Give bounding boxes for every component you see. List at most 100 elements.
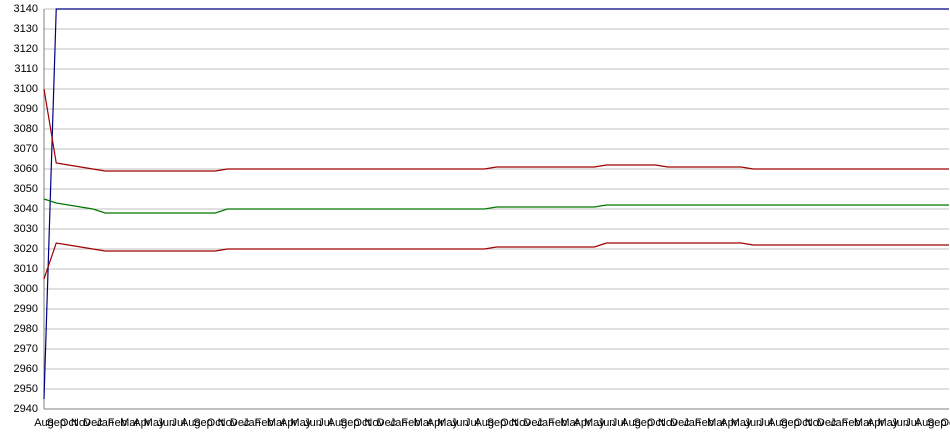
x-tick-label: Feb [695,417,714,429]
x-tick-label: May [290,417,311,429]
x-tick-label: Dec [523,417,543,429]
y-tick-label: 2940 [14,403,38,415]
y-tick-label: 3130 [14,23,38,35]
x-tick-label: Aug [915,417,935,429]
x-tick-label: Aug [621,417,641,429]
x-tick-label: Mar [267,417,286,429]
x-tick-label: Oct [60,417,77,429]
y-tick-label: 3000 [14,283,38,295]
series-line [43,8,949,400]
x-tick-label: Sep [193,417,213,429]
y-tick-label: 3070 [14,143,38,155]
x-tick-label: Nov [364,417,384,429]
y-tick-label: 3110 [14,63,38,75]
x-tick-label: Jun [157,417,175,429]
y-tick-label: 2970 [14,343,38,355]
y-tick-label: 3090 [14,103,38,115]
x-tick-label: Feb [255,417,274,429]
x-tick-label: Jul [612,417,626,429]
x-tick-label: Dec [230,417,250,429]
y-tick-label: 3010 [14,263,38,275]
x-tick-label: Nov [511,417,531,429]
x-tick-label: Dec [670,417,690,429]
x-tick-label: Feb [842,417,861,429]
x-tick-label: Jul [465,417,479,429]
y-tick-label: 3120 [14,43,38,55]
x-tick-label: Jun [891,417,909,429]
x-tick-label: Sep [633,417,653,429]
x-tick-label: Sep [487,417,507,429]
x-tick-label: Jan [830,417,848,429]
y-tick-label: 3020 [14,243,38,255]
x-tick-label: Jun [744,417,762,429]
x-tick-label: Sep [340,417,360,429]
y-tick-label: 3040 [14,203,38,215]
y-tick-label: 3080 [14,123,38,135]
x-tick-label: Oct [353,417,370,429]
x-tick-label: Mar [414,417,433,429]
x-tick-label: Sep [46,417,66,429]
y-tick-label: 2990 [14,303,38,315]
x-tick-label: Mar [560,417,579,429]
x-tick-label: Mar [854,417,873,429]
x-tick-label: Dec [83,417,103,429]
x-tick-label: Jan [537,417,555,429]
series-line [43,88,949,172]
x-tick-label: Jan [390,417,408,429]
x-tick-label: Dec [817,417,837,429]
x-tick-label: Aug [474,417,494,429]
x-tick-label: Feb [108,417,127,429]
x-tick-label: Oct [207,417,224,429]
x-tick-label: Aug [768,417,788,429]
y-tick-label: 3050 [14,183,38,195]
x-tick-label: Jan [683,417,701,429]
x-tick-label: Dec [377,417,397,429]
x-tick-label: Sep [780,417,800,429]
y-tick-label: 3060 [14,163,38,175]
x-tick-label: Feb [548,417,567,429]
y-tick-label: 2980 [14,323,38,335]
y-tick-label: 2950 [14,383,38,395]
x-tick-label: Apr [574,417,591,429]
x-tick-label: May [877,417,898,429]
x-tick-label: Apr [280,417,297,429]
x-tick-label: Jul [905,417,919,429]
x-tick-label: Jul [318,417,332,429]
x-tick-label: Mar [707,417,726,429]
x-tick-label: Jan [243,417,261,429]
y-tick-label: 2960 [14,363,38,375]
x-tick-label: Oct [647,417,664,429]
x-tick-label: Jul [171,417,185,429]
x-tick-label: Jul [759,417,773,429]
x-tick-label: Aug [34,417,54,429]
x-tick-label: Nov [658,417,678,429]
x-tick-label: Aug [328,417,348,429]
x-tick-label: Sep [927,417,947,429]
x-tick-label: Oct [794,417,811,429]
x-tick-label: Nov [218,417,238,429]
x-tick-label: Apr [133,417,150,429]
x-tick-label: Jun [598,417,616,429]
x-tick-label: Jan [96,417,114,429]
x-tick-label: Jun [304,417,322,429]
x-tick-label: Apr [867,417,884,429]
y-tick-label: 3100 [14,83,38,95]
x-tick-label: Apr [720,417,737,429]
x-tick-label: Mar [120,417,139,429]
x-tick-label: Nov [805,417,825,429]
x-tick-label: May [144,417,165,429]
x-tick-label: Feb [401,417,420,429]
x-tick-label: Apr [427,417,444,429]
x-tick-label: May [437,417,458,429]
x-tick-label: Jun [451,417,469,429]
x-tick-label: Aug [181,417,201,429]
series-line [43,198,949,214]
x-tick-label: May [584,417,605,429]
x-tick-label: Oct [500,417,517,429]
y-tick-label: 3030 [14,223,38,235]
y-tick-label: 3140 [14,3,38,15]
x-tick-label: Oct [940,417,950,429]
x-tick-label: Nov [71,417,91,429]
